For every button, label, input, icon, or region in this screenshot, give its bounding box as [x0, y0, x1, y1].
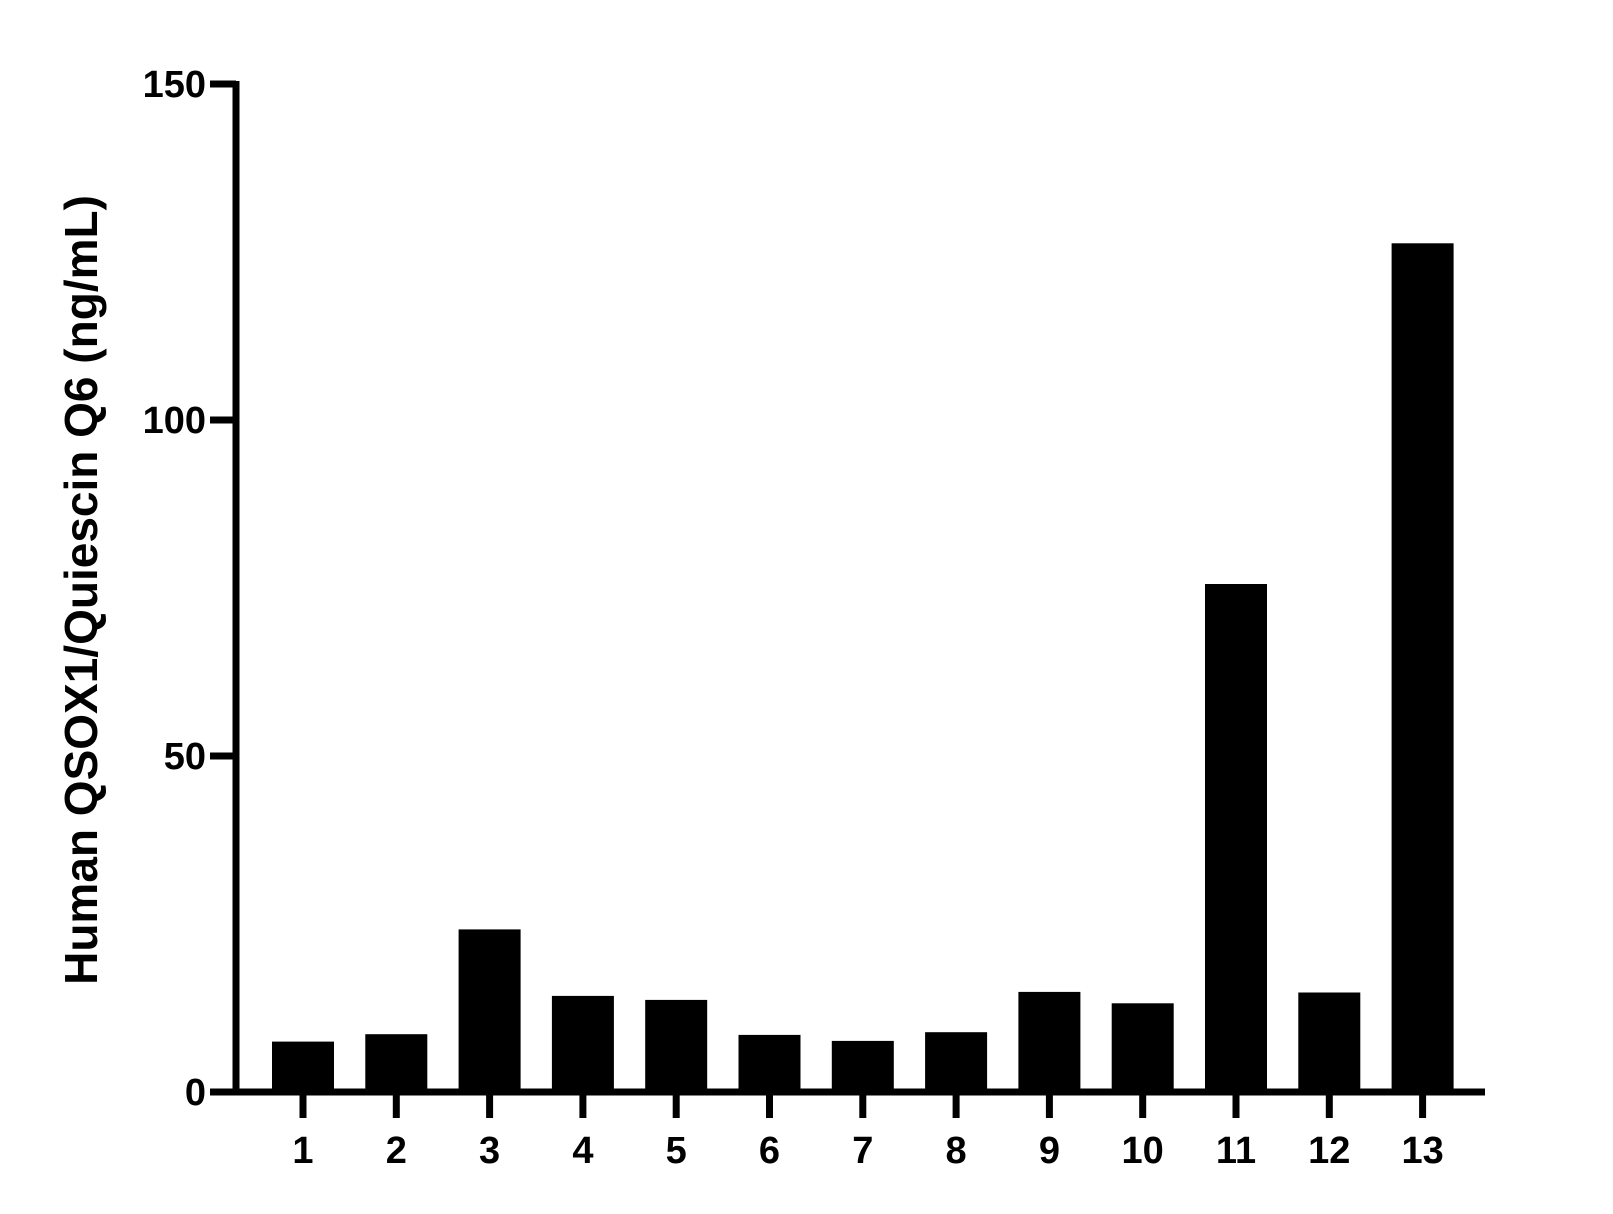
bar-8 [925, 1032, 988, 1092]
x-tick-label-7: 7 [852, 1130, 873, 1172]
x-tick-label-2: 2 [386, 1130, 407, 1172]
x-tick-label-8: 8 [946, 1130, 967, 1172]
x-tick-label-10: 10 [1122, 1130, 1164, 1172]
bar-10 [1111, 1003, 1174, 1092]
bar-7 [831, 1040, 894, 1092]
bar-6 [738, 1034, 801, 1092]
bar-9 [1018, 991, 1081, 1092]
x-tick-label-6: 6 [759, 1130, 780, 1172]
x-tick-label-4: 4 [572, 1130, 593, 1172]
x-axis: 1 2 3 4 5 6 7 8 9 10 11 12 13 [233, 1088, 1485, 1172]
x-tick-label-3: 3 [479, 1130, 500, 1172]
x-tick-label-11: 11 [1216, 1130, 1256, 1172]
bars-group [272, 243, 1454, 1093]
y-tick-label-100: 100 [143, 400, 206, 442]
y-tick-label-150: 150 [143, 64, 206, 106]
y-tick-label-0: 0 [185, 1072, 206, 1114]
y-tick-label-50: 50 [164, 736, 206, 778]
bar-2 [365, 1034, 428, 1092]
bar-4 [551, 995, 614, 1092]
y-axis: 0 50 100 150 [143, 64, 240, 1114]
bar-3 [458, 929, 521, 1092]
x-tick-label-13: 13 [1401, 1130, 1443, 1172]
x-tick-label-5: 5 [666, 1130, 687, 1172]
bar-1 [272, 1041, 334, 1092]
x-tick-label-12: 12 [1308, 1130, 1350, 1172]
bar-5 [645, 999, 708, 1092]
y-axis-title: Human QSOX1/Quiescin Q6 (ng/mL) [55, 195, 107, 985]
x-tick-label-9: 9 [1039, 1130, 1060, 1172]
x-tick-label-1: 1 [292, 1130, 313, 1172]
bar-12 [1298, 992, 1361, 1092]
bar-11 [1205, 584, 1267, 1092]
bar-13 [1391, 243, 1454, 1093]
